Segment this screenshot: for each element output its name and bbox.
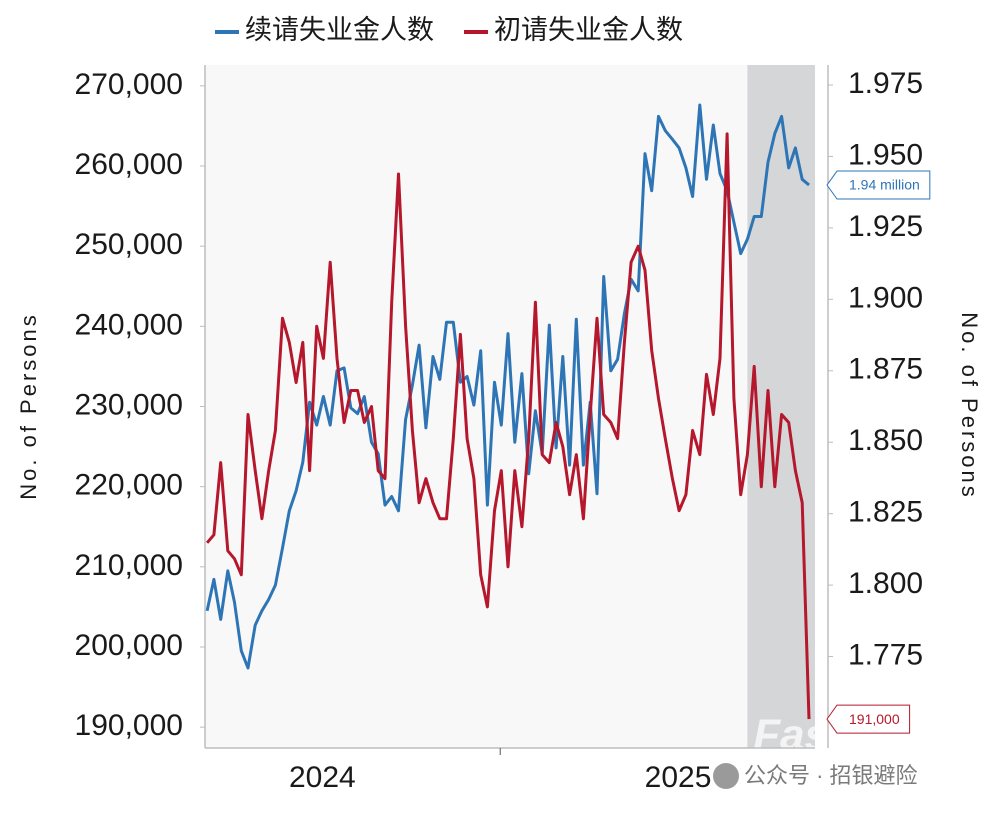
plot-background bbox=[205, 65, 815, 748]
y-tick-label: 230,000 bbox=[75, 388, 183, 421]
y-tick-label: 190,000 bbox=[75, 709, 183, 742]
y2-tick-label: 1.825 bbox=[848, 496, 923, 529]
x-tick-label: 2025 bbox=[645, 761, 712, 794]
y2-axis-title: No. of Persons bbox=[957, 312, 982, 500]
y-tick-label: 250,000 bbox=[75, 228, 183, 261]
y-tick-label: 260,000 bbox=[75, 148, 183, 181]
y-tick-label: 200,000 bbox=[75, 629, 183, 662]
y-tick-label: 220,000 bbox=[75, 469, 183, 502]
end-label: 191,000 bbox=[849, 711, 900, 727]
legend-label: 续请失业金人数 bbox=[245, 15, 434, 45]
legend-label: 初请失业金人数 bbox=[494, 15, 683, 45]
end-label: 1.94 million bbox=[849, 177, 920, 193]
end-label-box bbox=[826, 704, 911, 734]
line-series bbox=[205, 132, 811, 720]
y-tick-label: 270,000 bbox=[75, 68, 183, 101]
y2-tick-label: 1.975 bbox=[848, 67, 923, 100]
watermark-icon bbox=[713, 763, 739, 789]
y-axis-title: No. of Persons bbox=[16, 312, 41, 500]
y-tick-label: 210,000 bbox=[75, 549, 183, 582]
y2-tick-label: 1.900 bbox=[848, 281, 923, 314]
y2-tick-label: 1.950 bbox=[848, 138, 923, 171]
x-tick-label: 2024 bbox=[289, 761, 356, 794]
y2-tick-label: 1.925 bbox=[848, 210, 923, 243]
end-label-box bbox=[826, 170, 931, 200]
watermark-source: 公众号 · 招银避险 bbox=[744, 763, 918, 788]
y2-tick-label: 1.850 bbox=[848, 424, 923, 457]
y2-tick-label: 1.775 bbox=[848, 638, 923, 671]
y2-tick-label: 1.875 bbox=[848, 353, 923, 386]
y-tick-label: 240,000 bbox=[75, 308, 183, 341]
y2-tick-label: 1.800 bbox=[848, 567, 923, 600]
